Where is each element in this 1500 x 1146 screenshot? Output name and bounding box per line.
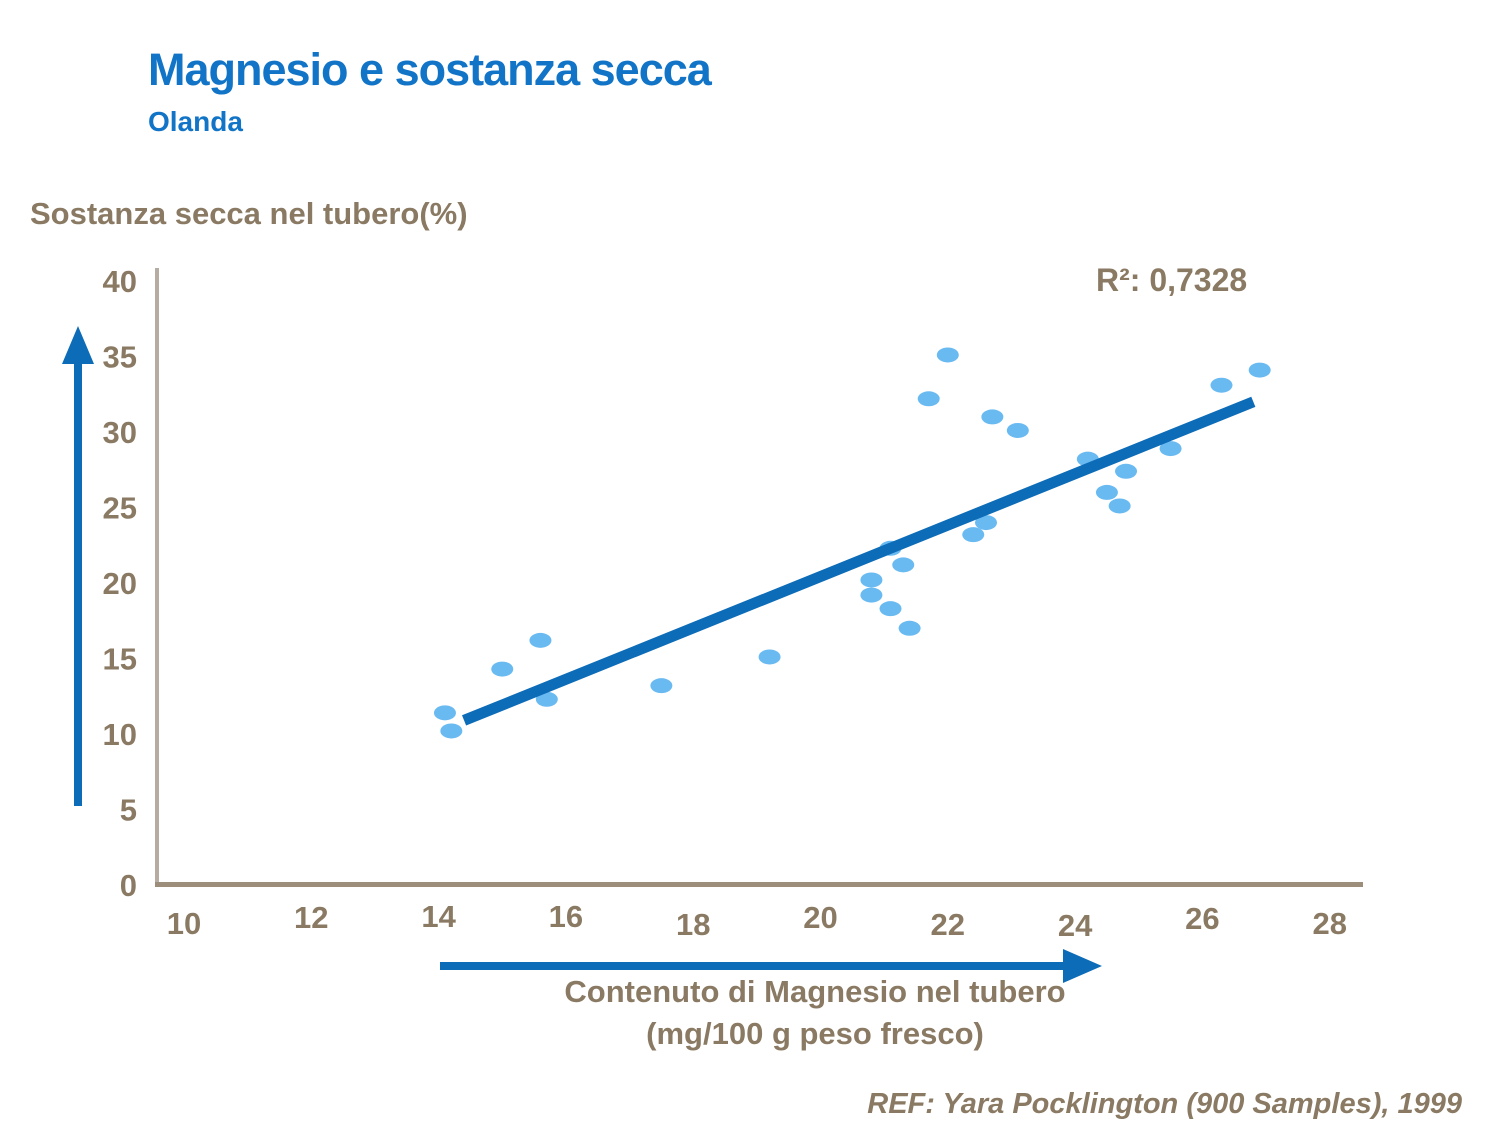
data-point: [535, 691, 558, 707]
data-point: [1095, 484, 1118, 500]
data-point: [860, 572, 883, 588]
x-axis-tick-labels: 10 12 14 16 18 20 22 24 26 28: [167, 899, 1347, 943]
data-point: [650, 678, 673, 694]
data-point: [1108, 498, 1131, 514]
y-axis-line: [155, 268, 159, 886]
y-tick-label: 30: [103, 415, 137, 450]
x-tick-label: 10: [167, 906, 201, 941]
data-point: [1115, 463, 1138, 479]
data-point: [892, 557, 915, 573]
x-tick-label: 20: [803, 900, 837, 935]
data-points: [433, 347, 1271, 739]
data-point: [917, 391, 940, 407]
x-tick-label: 28: [1312, 906, 1346, 941]
data-point: [529, 632, 552, 648]
y-tick-label: 10: [103, 717, 137, 752]
r-squared-label: R²: 0,7328: [1096, 262, 1248, 298]
y-axis-tick-labels: 0 5 10 15 20 25 30 35 40: [103, 264, 137, 903]
data-point: [962, 527, 985, 543]
data-point: [879, 601, 902, 617]
data-point: [898, 620, 921, 636]
page-subtitle: Olanda: [148, 106, 243, 137]
y-tick-label: 15: [103, 642, 137, 677]
x-tick-label: 18: [676, 907, 710, 942]
data-point: [491, 661, 514, 677]
page-title: Magnesio e sostanza secca: [148, 44, 712, 95]
y-tick-label: 0: [120, 868, 137, 903]
y-tick-label: 40: [103, 264, 137, 299]
x-axis-title-line1: Contenuto di Magnesio nel tubero: [564, 974, 1066, 1009]
x-tick-label: 26: [1185, 901, 1219, 936]
x-axis-title-line2: (mg/100 g peso fresco): [646, 1016, 984, 1051]
x-tick-label: 14: [421, 899, 456, 934]
x-tick-label: 16: [549, 899, 583, 934]
data-point: [1248, 362, 1271, 378]
data-point: [1210, 377, 1233, 393]
x-tick-label: 24: [1058, 908, 1093, 943]
reference-text: REF: Yara Pocklington (900 Samples), 199…: [867, 1088, 1462, 1120]
y-tick-label: 25: [103, 491, 137, 526]
data-point: [981, 409, 1004, 425]
data-point: [936, 347, 959, 363]
x-tick-label: 22: [931, 907, 965, 942]
data-point: [1006, 422, 1029, 438]
data-point: [433, 705, 456, 721]
data-point: [974, 515, 997, 531]
y-tick-label: 5: [120, 793, 137, 828]
x-tick-label: 12: [294, 900, 328, 935]
trend-line: [462, 396, 1256, 726]
data-point: [860, 587, 883, 603]
data-point: [758, 649, 781, 665]
x-axis-line: [155, 882, 1363, 887]
y-axis-arrow-icon: [62, 326, 94, 806]
data-point: [1159, 441, 1182, 457]
y-tick-label: 35: [103, 340, 137, 375]
y-tick-label: 20: [103, 566, 137, 601]
y-axis-title: Sostanza secca nel tubero(%): [30, 196, 468, 231]
x-axis-arrow-icon: [440, 949, 1102, 983]
data-point: [440, 723, 463, 739]
